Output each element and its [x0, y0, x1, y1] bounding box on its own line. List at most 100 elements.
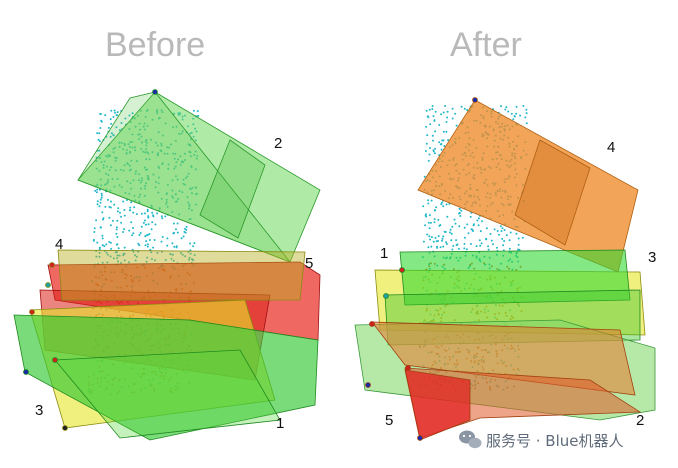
- point: [123, 228, 126, 231]
- point: [442, 111, 445, 114]
- point: [505, 106, 508, 109]
- point: [164, 259, 167, 261]
- point: [427, 221, 430, 224]
- point: [112, 134, 115, 136]
- point: [98, 132, 101, 135]
- point: [188, 258, 191, 261]
- point: [172, 259, 175, 262]
- point: [438, 124, 441, 126]
- point: [439, 143, 442, 146]
- point: [422, 240, 425, 243]
- point: [185, 225, 188, 228]
- point: [428, 227, 431, 230]
- point: [188, 256, 191, 259]
- point: [451, 107, 454, 110]
- point: [452, 245, 455, 247]
- point: [463, 236, 466, 239]
- point: [498, 233, 500, 236]
- point: [515, 112, 518, 115]
- point: [119, 211, 121, 214]
- point: [107, 126, 110, 129]
- point: [435, 240, 438, 243]
- point: [427, 116, 430, 119]
- point: [173, 245, 176, 248]
- point: [161, 217, 164, 220]
- box-label-before-3: 5: [305, 255, 313, 272]
- point: [504, 108, 507, 111]
- point: [433, 152, 436, 155]
- point: [193, 242, 196, 245]
- point: [98, 248, 101, 251]
- point: [440, 203, 443, 206]
- point: [132, 232, 135, 235]
- point: [172, 222, 175, 225]
- point: [104, 114, 107, 117]
- point: [175, 228, 177, 231]
- box-label-before-2: 4: [55, 236, 63, 253]
- point: [517, 243, 520, 246]
- point: [180, 237, 183, 240]
- point: [445, 130, 448, 133]
- point: [144, 219, 146, 222]
- point: [430, 245, 433, 248]
- point: [150, 228, 153, 231]
- box-5-after: [365, 321, 642, 441]
- point: [425, 213, 427, 216]
- point: [98, 251, 101, 254]
- point: [426, 233, 429, 236]
- point: [123, 246, 126, 249]
- point: [517, 248, 520, 251]
- point: [130, 221, 133, 224]
- point: [144, 235, 147, 238]
- point: [140, 212, 143, 215]
- point: [465, 248, 468, 251]
- point: [103, 245, 106, 248]
- point: [110, 122, 113, 125]
- point: [436, 245, 439, 248]
- point: [150, 258, 153, 260]
- point: [98, 255, 101, 258]
- point: [93, 231, 96, 233]
- point: [132, 250, 135, 253]
- point: [476, 219, 479, 222]
- point: [515, 232, 518, 235]
- point: [138, 244, 141, 247]
- point: [111, 219, 114, 222]
- point: [120, 122, 123, 124]
- point: [454, 112, 457, 115]
- point: [479, 230, 482, 233]
- point: [508, 239, 511, 242]
- point: [98, 188, 101, 191]
- point: [433, 119, 436, 122]
- point: [444, 105, 447, 107]
- point: [435, 206, 438, 209]
- point: [525, 108, 528, 111]
- point: [496, 230, 499, 232]
- point: [112, 257, 115, 260]
- panel-title-after: After: [450, 26, 522, 64]
- point: [442, 130, 445, 133]
- point: [131, 234, 134, 237]
- panel-after: After 4: [354, 26, 656, 441]
- point: [485, 227, 488, 230]
- point: [166, 244, 169, 247]
- point: [113, 109, 116, 112]
- point: [441, 237, 444, 240]
- point: [115, 126, 118, 129]
- point: [105, 251, 108, 254]
- point: [423, 175, 426, 178]
- point: [145, 260, 148, 263]
- point: [424, 150, 427, 152]
- point: [147, 223, 150, 226]
- point: [425, 125, 428, 128]
- point: [117, 247, 120, 250]
- point: [513, 115, 516, 118]
- point: [484, 237, 487, 240]
- point: [478, 239, 481, 242]
- point: [441, 201, 443, 204]
- point: [146, 256, 149, 259]
- point: [128, 261, 130, 264]
- wechat-icon: [459, 430, 482, 449]
- point: [428, 147, 431, 149]
- point: [92, 238, 95, 241]
